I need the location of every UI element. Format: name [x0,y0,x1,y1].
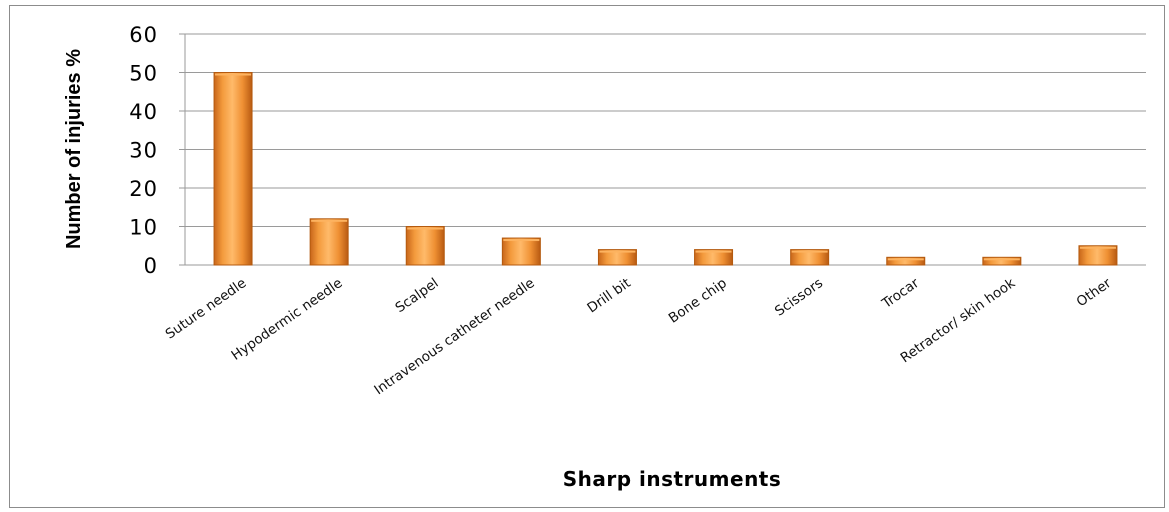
y-axis-label: Number of injuries % [63,49,85,249]
x-tick-label: Trocar [878,275,922,312]
bar-cap [503,239,540,242]
bar [790,249,830,266]
bar-cap [311,219,348,222]
x-tick-label: Intravenous catheter needle [371,275,537,398]
bar-cap [695,250,732,253]
bar [213,72,253,266]
x-tick-label: Scissors [772,275,826,319]
y-tick-label: 10 [129,216,158,240]
bar [597,249,637,266]
bar-cap [1079,246,1116,249]
bar [501,237,541,266]
bars [213,72,1118,266]
bar-body [790,249,830,266]
bar [1078,245,1118,266]
bar-body [982,256,1022,266]
bar-body [309,218,349,266]
x-tick-label: Other [1074,275,1115,310]
bar [405,226,445,266]
bar-body [694,249,734,266]
bar-body [213,72,253,266]
bar-body [405,226,445,266]
y-tick-label: 60 [129,23,158,47]
bar-cap [887,258,924,261]
x-tick-label: Suture needle [163,275,250,342]
x-tick-label: Drill bit [584,275,633,316]
bar-cap [599,250,636,253]
bar-body [597,249,637,266]
bar-cap [407,227,444,230]
bar [694,249,734,266]
bar-cap [791,250,828,253]
x-tick-label: Scalpel [393,275,442,316]
bar-body [886,256,926,266]
bar-cap [215,73,252,76]
chart-frame [9,5,1165,508]
x-tick-label: Bone chip [666,275,730,327]
bar-cap [983,258,1020,261]
y-axis-ticks: 0 10 20 30 40 50 60 [129,23,158,278]
y-tick-label: 30 [129,139,158,163]
y-tick-label: 40 [129,100,158,124]
bar [886,256,926,266]
bar [309,218,349,266]
bar-body [1078,245,1118,266]
y-tick-label: 50 [129,62,158,86]
y-tick-label: 0 [144,254,158,278]
bar [982,256,1022,266]
y-tick-label: 20 [129,177,158,201]
x-axis-label: Sharp instruments [563,467,782,491]
bar-body [501,237,541,266]
